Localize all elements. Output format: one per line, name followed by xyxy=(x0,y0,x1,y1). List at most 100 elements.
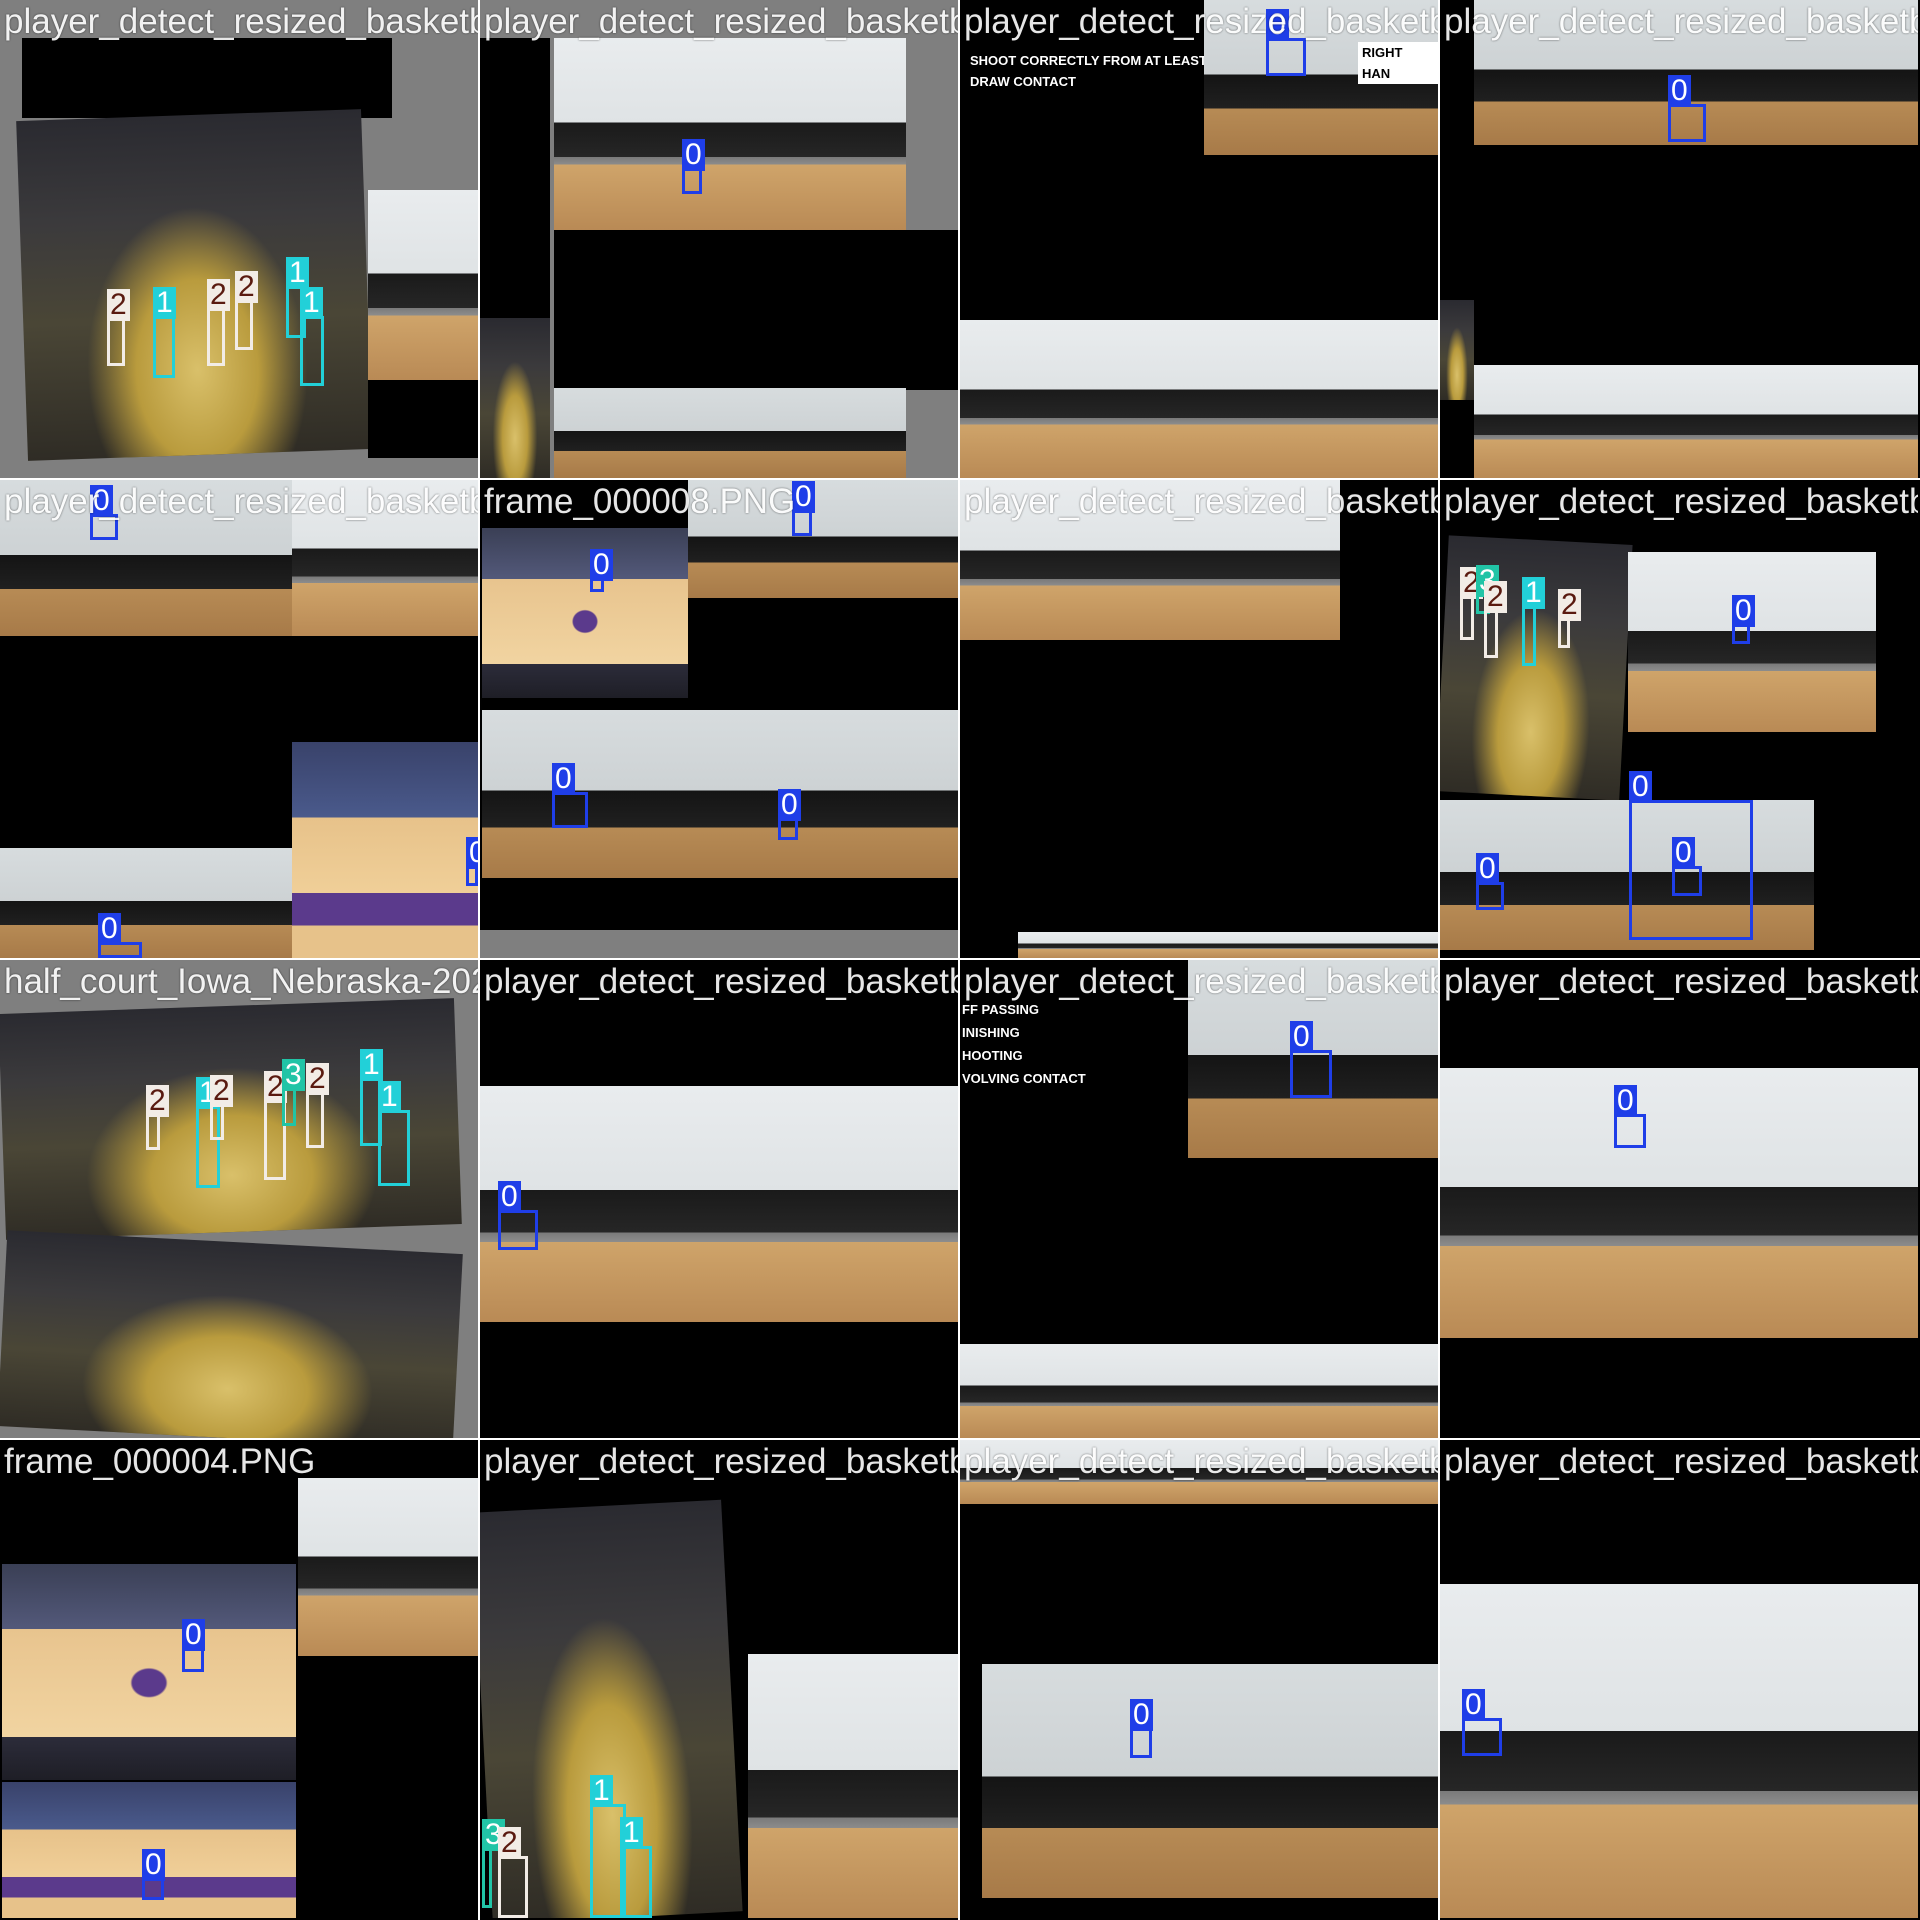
tile-image xyxy=(1188,960,1438,1158)
detection-box: 3 xyxy=(482,1819,505,1908)
tile-label: player_detect_resized_basketball_video_m xyxy=(4,2,478,41)
tile-image xyxy=(690,710,958,878)
tile-12: 0 0 frame_000004.PNG xyxy=(0,1440,478,1918)
detection-box: 0 xyxy=(498,1181,538,1250)
box-class-tag: 0 xyxy=(498,1181,521,1213)
tile-image xyxy=(292,742,478,958)
tile-image xyxy=(554,38,906,230)
box-class-tag: 0 xyxy=(1732,595,1755,627)
tile-label: player_detect_resized_basketball_video_m xyxy=(1444,962,1918,1001)
tile-image xyxy=(1628,552,1876,732)
box-class-tag: 2 xyxy=(235,271,258,303)
detection-box: 0 xyxy=(1462,1689,1502,1756)
overlay-caption-line: DRAW CONTACT xyxy=(970,74,1076,89)
tile-image xyxy=(480,1086,958,1322)
grid-divider xyxy=(0,958,1920,960)
box-class-tag: 0 xyxy=(792,481,815,513)
detection-box: 0 xyxy=(1290,1021,1332,1098)
tile-image xyxy=(982,1664,1438,1898)
tile-9: 0 player_detect_resized_basketball_video… xyxy=(480,960,958,1438)
detection-box: 0 xyxy=(1672,837,1702,896)
box-class-tag: 0 xyxy=(1462,1689,1485,1721)
tile-image xyxy=(2,1564,296,1780)
grid-divider xyxy=(0,1438,1920,1440)
tile-image xyxy=(292,480,478,636)
box-class-tag: 2 xyxy=(498,1827,521,1859)
tile-label: player_detect_resized_basketball_video_m xyxy=(1444,2,1918,41)
tile-image xyxy=(480,318,550,478)
detection-box: 2 xyxy=(498,1827,528,1918)
detection-box: 2 xyxy=(235,271,258,350)
detection-box: 1 xyxy=(1522,577,1545,666)
tile-label: player_detect_resized_basketball_video_m xyxy=(484,962,958,1001)
box-class-tag: 2 xyxy=(1484,581,1507,613)
detection-box: 0 xyxy=(1629,771,1753,940)
box-class-tag: 0 xyxy=(1476,853,1499,885)
detection-box: 0 xyxy=(90,485,118,540)
tile-image xyxy=(688,480,958,598)
tile-label: player_detect_resized_basketball_video_m xyxy=(964,2,1438,41)
tile-image xyxy=(1628,800,1814,950)
overlay-caption-line: SHOOT CORRECTLY FROM AT LEAST 15 FEET xyxy=(970,53,1262,68)
tile-11: 0 player_detect_resized_basketball_video… xyxy=(1440,960,1918,1438)
tile-14: 0 player_detect_resized_basketball_video… xyxy=(960,1440,1438,1918)
detection-box: 2 xyxy=(107,289,130,366)
detection-box: 0 xyxy=(590,549,613,592)
box-class-tag: 0 xyxy=(682,139,705,171)
tile-5: 0 0 0 0 frame_000008.PNG xyxy=(480,480,958,958)
detection-box: 2 xyxy=(1484,581,1507,658)
tile-image xyxy=(368,380,478,458)
tile-label: frame_000004.PNG xyxy=(4,1442,316,1481)
detection-box: 2 xyxy=(264,1071,287,1180)
detection-box: 0 xyxy=(1732,595,1755,644)
detection-box: 1 xyxy=(590,1775,626,1918)
tile-image xyxy=(16,109,373,461)
overlay-caption: FF PASSING INISHING HOOTING VOLVING CONT… xyxy=(962,998,1086,1090)
tile-image xyxy=(298,1478,478,1656)
tile-image xyxy=(960,320,1438,478)
tile-label: player_detect_resized_basketball_video_m xyxy=(484,1442,958,1481)
detection-box: 0 xyxy=(98,913,142,958)
tile-image xyxy=(368,190,478,380)
overlay-caption-line: FF PASSING xyxy=(962,1002,1040,1017)
box-class-tag: 1 xyxy=(590,1775,613,1807)
overlay-caption-line: INISHING xyxy=(962,1025,1020,1040)
detection-box: 3 xyxy=(282,1059,305,1126)
detection-box: 1 xyxy=(620,1817,652,1918)
detection-box: 2 xyxy=(1460,567,1483,640)
detection-box: 1 xyxy=(300,287,324,386)
box-class-tag: 1 xyxy=(1522,577,1545,609)
tile-0: 2 1 2 2 1 1 player_detect_resized_basket… xyxy=(0,0,478,478)
box-class-tag: 0 xyxy=(552,763,575,795)
tile-4: 0 0 0 player_detect_resized_basketball_v… xyxy=(0,480,478,958)
tile-image xyxy=(480,38,550,318)
box-class-tag: 2 xyxy=(264,1071,287,1103)
box-class-tag: 1 xyxy=(300,287,323,319)
tile-image xyxy=(480,930,958,958)
overlay-caption-line: VOLVING CONTACT xyxy=(962,1071,1086,1086)
tile-image xyxy=(1440,800,1628,950)
tile-image xyxy=(1474,0,1918,145)
box-class-tag: 0 xyxy=(778,789,801,821)
box-class-tag: 2 xyxy=(210,1075,233,1107)
box-class-tag: 0 xyxy=(98,913,121,945)
detection-box: 0 xyxy=(552,763,588,828)
box-class-tag: 2 xyxy=(1558,589,1581,621)
box-class-tag: 1 xyxy=(286,257,309,289)
box-class-tag: 1 xyxy=(153,287,176,319)
tile-13: 3 2 1 1 player_detect_resized_basketball… xyxy=(480,1440,958,1918)
detection-box: 0 xyxy=(142,1849,165,1900)
detection-box: 1 xyxy=(378,1081,410,1186)
tile-label: player_detect_resized_basketball_video_m xyxy=(1444,1442,1918,1481)
tile-2: SHOOT CORRECTLY FROM AT LEAST 15 FEET DR… xyxy=(960,0,1438,478)
detection-box: 2 xyxy=(210,1075,233,1140)
tile-6: player_detect_resized_basketball_video_m xyxy=(960,480,1438,958)
detection-box: 2 xyxy=(207,279,230,366)
detection-box: 2 xyxy=(146,1085,169,1150)
detection-box: 0 xyxy=(1668,75,1706,142)
box-class-tag: 0 xyxy=(142,1849,165,1881)
tile-image xyxy=(960,1440,1438,1504)
tile-image xyxy=(22,38,392,118)
box-class-tag: 1 xyxy=(378,1081,401,1113)
